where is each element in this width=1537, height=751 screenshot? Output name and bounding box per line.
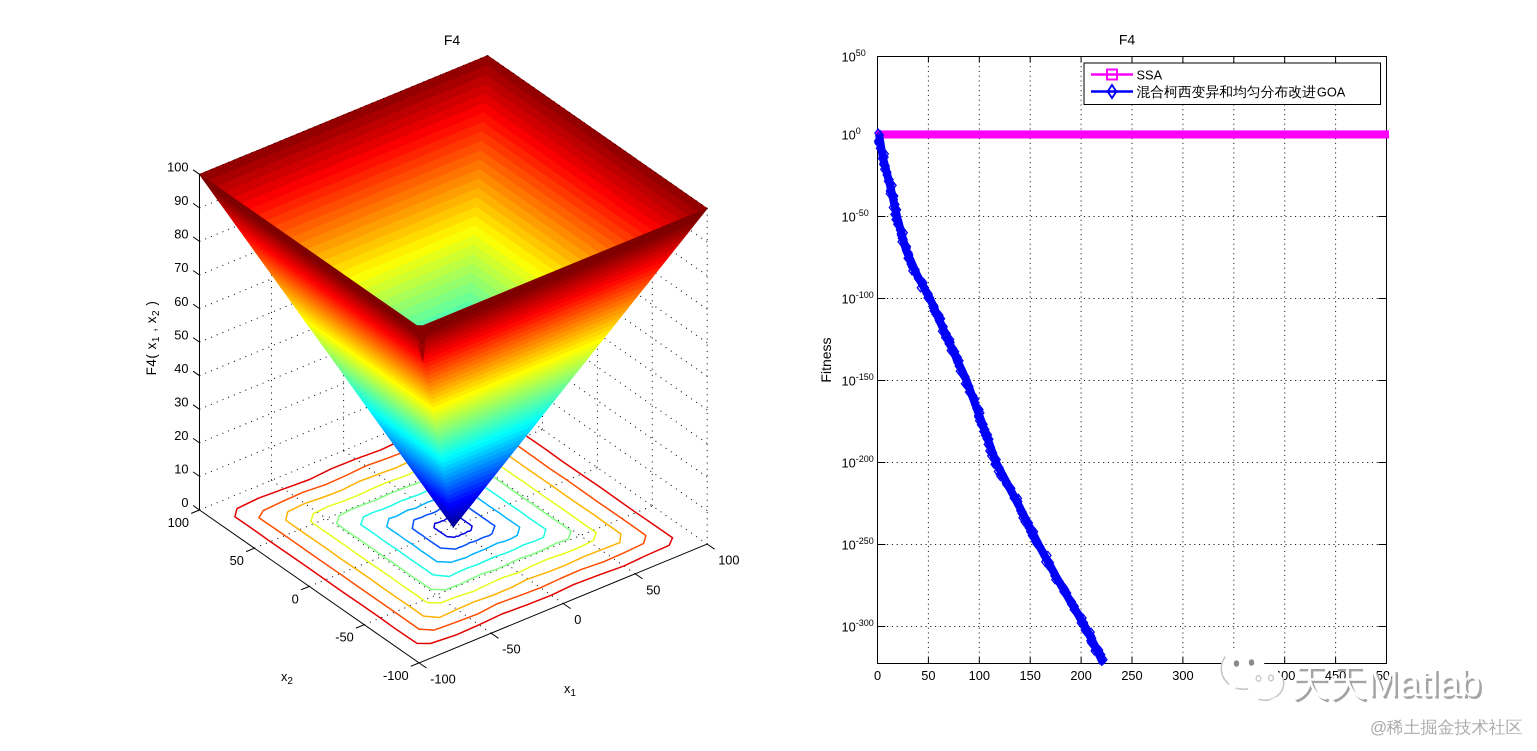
svg-text:100: 100 — [168, 515, 189, 530]
svg-text:250: 250 — [1121, 668, 1142, 683]
svg-text:60: 60 — [174, 294, 188, 309]
svg-text:50: 50 — [646, 582, 660, 597]
svg-text:F4: F4 — [1119, 32, 1136, 48]
svg-text:F4: F4 — [444, 32, 461, 48]
svg-text:0: 0 — [874, 668, 881, 683]
svg-text:Matlab: Matlab — [1367, 663, 1481, 705]
svg-text:0: 0 — [574, 612, 581, 627]
svg-text:-50: -50 — [335, 630, 354, 645]
svg-text:Fitness: Fitness — [818, 337, 834, 382]
svg-text:30: 30 — [174, 395, 188, 410]
svg-text:-100: -100 — [430, 671, 456, 686]
svg-text:90: 90 — [174, 193, 188, 208]
svg-text:100: 100 — [167, 160, 188, 175]
svg-text:50: 50 — [174, 327, 188, 342]
svg-text:0: 0 — [292, 591, 299, 606]
svg-text:-100: -100 — [383, 668, 409, 683]
svg-text:300: 300 — [1172, 668, 1193, 683]
svg-text:0: 0 — [181, 495, 188, 510]
svg-text:80: 80 — [174, 227, 188, 242]
svg-text:70: 70 — [174, 260, 188, 275]
svg-text:20: 20 — [174, 428, 188, 443]
svg-text:F4( x1 , x2 ): F4( x1 , x2 ) — [144, 301, 162, 376]
svg-text:500: 500 — [1376, 668, 1397, 683]
svg-text:10: 10 — [174, 462, 188, 477]
svg-text:200: 200 — [1070, 668, 1091, 683]
svg-text:GOA: GOA — [1317, 85, 1346, 100]
svg-text:40: 40 — [174, 361, 188, 376]
svg-text:SSA: SSA — [1137, 68, 1163, 83]
svg-text:@: @ — [1370, 718, 1387, 737]
svg-text:100: 100 — [718, 553, 739, 568]
svg-text:50: 50 — [921, 668, 935, 683]
svg-text:150: 150 — [1020, 668, 1041, 683]
svg-text:Matlab: Matlab — [1370, 666, 1484, 708]
svg-text:-50: -50 — [502, 642, 520, 657]
svg-text:50: 50 — [230, 553, 244, 568]
svg-text:100: 100 — [969, 668, 990, 683]
